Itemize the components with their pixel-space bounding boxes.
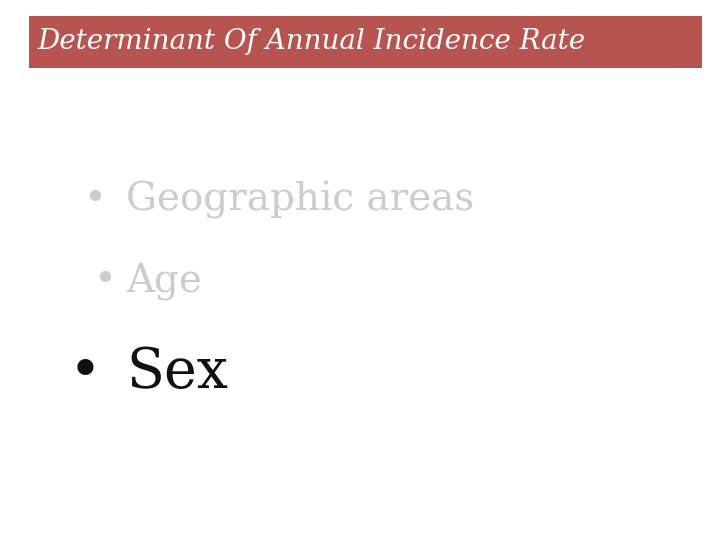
FancyBboxPatch shape: [29, 16, 702, 68]
Text: Sex: Sex: [126, 345, 228, 400]
Text: Determinant Of Annual Incidence Rate: Determinant Of Annual Incidence Rate: [37, 28, 585, 56]
Text: Age: Age: [126, 262, 202, 300]
Text: •: •: [68, 345, 102, 400]
Text: •: •: [83, 181, 106, 218]
Text: Geographic areas: Geographic areas: [126, 181, 474, 219]
Text: •: •: [94, 262, 117, 299]
